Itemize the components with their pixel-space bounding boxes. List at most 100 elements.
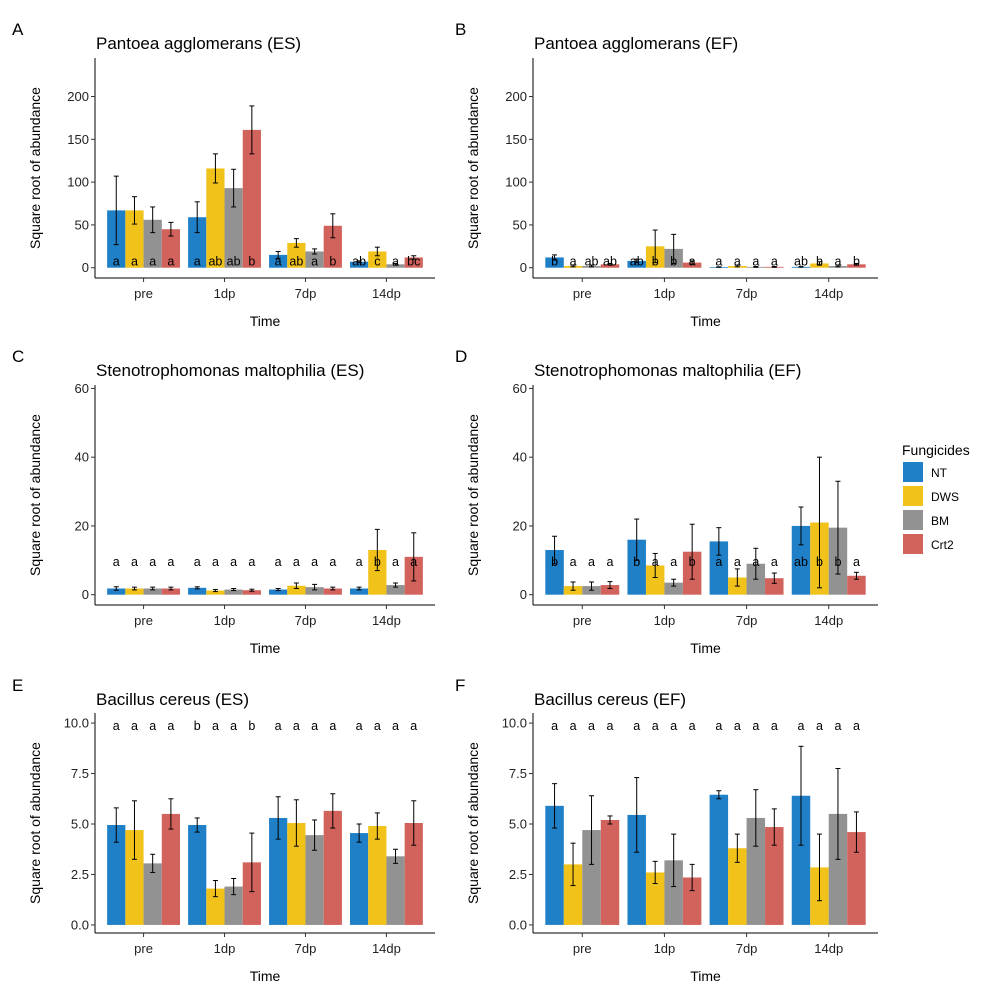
bar xyxy=(242,129,261,268)
significance-letter: a xyxy=(771,255,778,269)
bar xyxy=(242,590,261,595)
bar xyxy=(386,856,405,925)
bar xyxy=(287,242,306,268)
y-axis-title: Square root of abundance xyxy=(465,87,481,249)
error-bar xyxy=(607,815,613,825)
bar xyxy=(545,550,564,595)
error-bar xyxy=(131,196,137,225)
significance-letter: a xyxy=(410,719,417,733)
error-bar xyxy=(330,793,336,829)
y-axis-title: Square root of abundance xyxy=(27,742,43,904)
error-bar xyxy=(753,547,759,580)
error-bar xyxy=(753,265,759,268)
bar xyxy=(323,588,342,595)
y-tick-label: 0 xyxy=(520,260,527,275)
error-bar xyxy=(607,262,613,266)
x-tick-label: 1dp xyxy=(214,286,236,301)
significance-letter: a xyxy=(167,719,174,733)
significance-letter: a xyxy=(194,555,201,569)
error-bar xyxy=(312,583,318,591)
error-bar xyxy=(249,588,255,592)
y-tick-label: 50 xyxy=(513,217,527,232)
bar xyxy=(224,886,243,925)
significance-letter: ab xyxy=(794,255,808,269)
bar xyxy=(305,835,324,925)
error-bar xyxy=(798,266,804,268)
y-tick-label: 40 xyxy=(75,450,89,465)
significance-letter: a xyxy=(588,719,595,733)
significance-letter: a xyxy=(113,719,120,733)
error-bar xyxy=(652,860,658,885)
error-bar xyxy=(131,586,137,591)
panel-label: B xyxy=(455,20,466,39)
error-bar xyxy=(393,582,399,588)
error-bar xyxy=(411,255,417,260)
significance-letter: a xyxy=(149,255,156,269)
legend-label: BM xyxy=(931,514,949,528)
bar xyxy=(791,795,811,925)
bar xyxy=(682,877,702,925)
legend-label: Crt2 xyxy=(931,538,954,552)
error-bar xyxy=(150,853,156,873)
bar xyxy=(269,254,288,268)
error-bar xyxy=(330,586,336,591)
y-tick-label: 100 xyxy=(67,175,89,190)
significance-letter: a xyxy=(311,719,318,733)
series-nt: a a a ab xyxy=(107,175,369,269)
legend: Fungicides NT DWS BM Crt2 xyxy=(902,442,970,554)
significance-letter: a xyxy=(410,555,417,569)
bar xyxy=(563,864,583,925)
error-bar xyxy=(293,582,299,589)
bar xyxy=(791,525,811,595)
bar xyxy=(206,590,225,595)
bar xyxy=(305,251,324,268)
error-bar xyxy=(356,823,362,843)
error-bar xyxy=(835,264,841,268)
significance-letter: a xyxy=(715,719,722,733)
error-bar xyxy=(589,264,595,268)
error-bar xyxy=(249,105,255,155)
legend-swatch xyxy=(903,534,923,554)
error-bar xyxy=(411,532,417,582)
significance-letter: a xyxy=(131,255,138,269)
significance-letter: b xyxy=(374,555,381,569)
x-tick-label: pre xyxy=(134,941,153,956)
significance-letter: a xyxy=(275,555,282,569)
bar xyxy=(765,578,784,595)
error-bar xyxy=(131,800,137,860)
error-bar xyxy=(275,796,281,840)
panel-label: A xyxy=(12,20,24,39)
bar xyxy=(224,589,243,595)
error-bar xyxy=(671,578,677,587)
error-bar xyxy=(231,878,237,896)
error-bar xyxy=(194,817,200,833)
bar xyxy=(627,814,646,925)
significance-letter: a xyxy=(670,555,677,569)
error-bar xyxy=(552,783,558,829)
y-tick-label: 150 xyxy=(505,132,527,147)
y-axis-title: Square root of abundance xyxy=(27,414,43,576)
y-tick-label: 10.0 xyxy=(64,716,89,731)
error-bar xyxy=(853,571,859,580)
y-tick-label: 200 xyxy=(505,89,527,104)
significance-letter: a xyxy=(734,719,741,733)
significance-letter: a xyxy=(311,255,318,269)
bar xyxy=(728,848,747,925)
error-bar xyxy=(835,768,841,860)
bar xyxy=(368,550,387,595)
bar xyxy=(386,264,405,268)
legend-swatch xyxy=(903,486,923,506)
bar xyxy=(545,805,564,925)
panel-title: Pantoea agglomerans (EF) xyxy=(534,34,738,53)
error-bar xyxy=(853,811,859,853)
